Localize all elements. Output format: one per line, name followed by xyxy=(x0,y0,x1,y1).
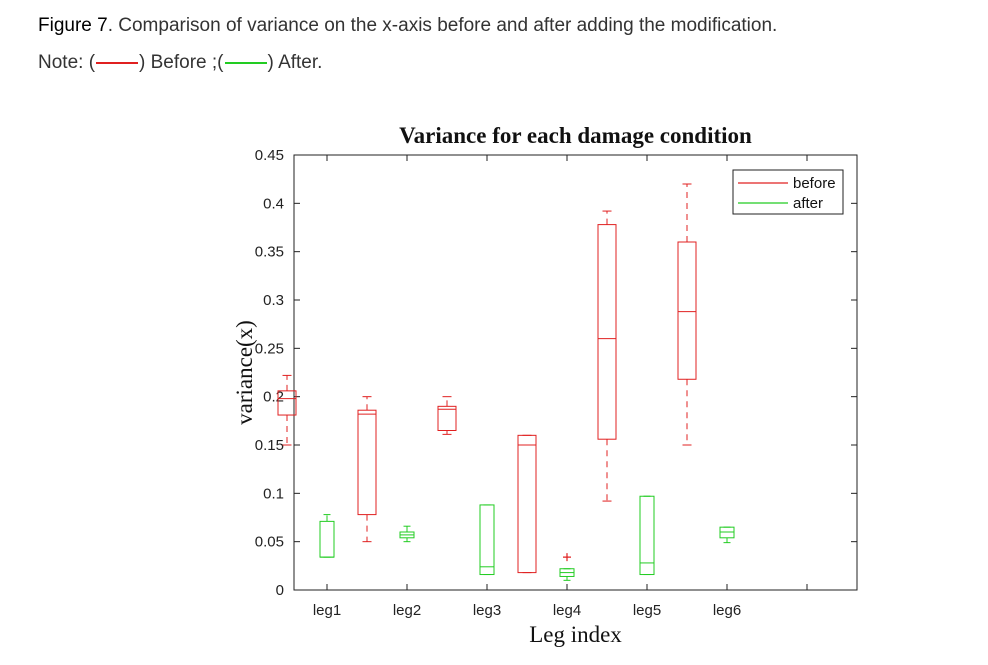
figure-caption-text: . Comparison of variance on the x-axis b… xyxy=(107,15,778,36)
y-tick-label: 0.45 xyxy=(255,147,284,164)
x-axis-label: Leg index xyxy=(529,622,622,647)
y-tick-label: 0.2 xyxy=(263,389,284,406)
note-before-swatch xyxy=(96,61,139,64)
box-after-leg3 xyxy=(479,504,495,576)
x-tick-label: leg5 xyxy=(633,602,661,619)
x-tick-label: leg1 xyxy=(313,602,341,619)
box-after-leg5 xyxy=(639,495,655,576)
box-before-leg5 xyxy=(597,224,617,440)
x-tick-label: leg4 xyxy=(553,602,581,619)
y-tick-label: 0.35 xyxy=(255,244,284,261)
figure-caption: Figure 7. Comparison of variance on the … xyxy=(38,14,777,38)
y-tick-label: 0.1 xyxy=(263,485,284,502)
plot-frame xyxy=(293,154,858,591)
x-tick-label: leg2 xyxy=(393,602,421,619)
box-before-leg4 xyxy=(517,434,537,574)
chart-title: Variance for each damage condition xyxy=(399,123,752,148)
note-after-swatch xyxy=(224,61,267,64)
x-tick-label: leg6 xyxy=(713,602,741,619)
box-before-leg6 xyxy=(677,241,697,380)
box-before-leg3 xyxy=(437,405,457,432)
box-before-leg1 xyxy=(277,390,297,416)
note-prefix: Note: ( xyxy=(38,52,96,73)
legend-label-after: after xyxy=(793,195,823,212)
box-outlier-marker xyxy=(563,553,571,562)
y-tick-label: 0.4 xyxy=(263,195,284,212)
y-tick-label: 0 xyxy=(276,582,284,599)
y-tick-label: 0.15 xyxy=(255,437,284,454)
plot-area: 0 0.05 0.1 0.15 0.2 0.25 0.3 0.35 0.4 0.45 leg1 leg… xyxy=(255,147,858,619)
box-after-leg1 xyxy=(319,520,335,558)
note-before-text: ) Before ;( xyxy=(139,52,224,73)
y-tick-label: 0.25 xyxy=(255,340,284,357)
figure-label: Figure 7 xyxy=(38,15,108,36)
box-before-leg2 xyxy=(357,409,377,516)
note-after-text: ) After. xyxy=(267,52,323,73)
figure-note: Note: ( ) Before ;( ) After. xyxy=(38,51,322,75)
legend-box xyxy=(732,169,844,215)
x-tick-label: leg3 xyxy=(473,602,501,619)
y-axis-label: variance(x) xyxy=(232,320,257,425)
legend-label-before: before xyxy=(793,175,836,192)
y-tick-label: 0.3 xyxy=(263,292,284,309)
y-tick-label: 0.05 xyxy=(255,534,284,551)
